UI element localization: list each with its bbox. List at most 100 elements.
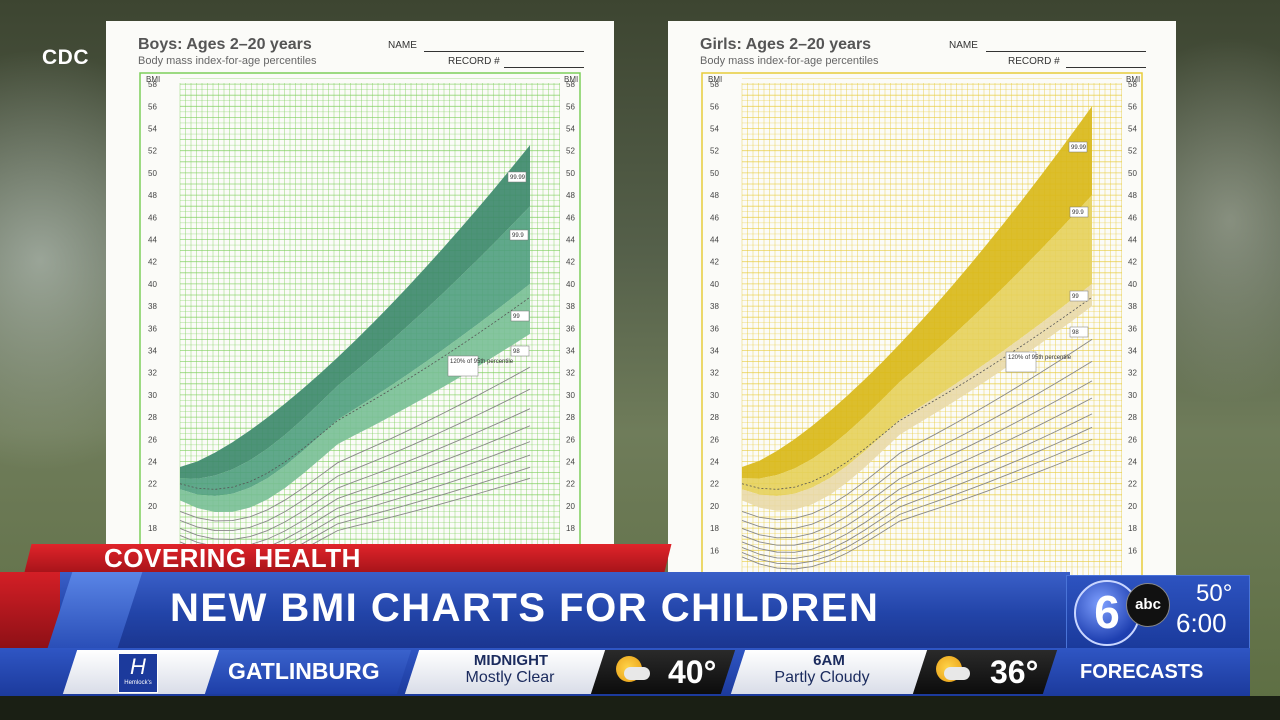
girls-percentile-line (741, 413, 1093, 553)
boys-chart-subtitle: Body mass index-for-age percentiles (138, 55, 317, 67)
girls-percentile-line (741, 397, 1093, 546)
forecast-1-condition: Mostly Clear (465, 669, 555, 686)
boys-tick-label-right: 38 (566, 302, 575, 311)
boys-tick-label-left: 18 (148, 524, 157, 533)
boys-tick-label-left: 26 (148, 435, 157, 444)
boys-tick-label-left: 30 (148, 391, 157, 400)
girls-tick-label-right: 44 (1128, 236, 1137, 245)
girls-tick-label-right: 32 (1128, 369, 1137, 378)
girls-tick-label-left: 42 (710, 258, 719, 267)
boys-tick-label-right: 26 (566, 435, 575, 444)
forecast-2-time: 6AM (813, 652, 845, 669)
forecast-2-condition: Partly Cloudy (774, 669, 870, 686)
girls-percentile-line (741, 380, 1093, 539)
boys-tick-label-left: 24 (148, 458, 157, 467)
boys-tick-label-right: 56 (566, 102, 575, 111)
boys-tick-label-left: 28 (148, 413, 157, 422)
headline-bar (60, 572, 1070, 648)
girls-tick-label-right: 36 (1128, 324, 1137, 333)
boys-tick-label-right: 58 (566, 80, 575, 89)
city-name: GATLINBURG (228, 658, 380, 684)
girls-chart-title: Girls: Ages 2–20 years (700, 36, 872, 53)
girls-chart-subtitle: Body mass index-for-age percentiles (700, 55, 879, 67)
source-credit: CDC (42, 46, 89, 69)
girls-tick-label-right: 34 (1128, 347, 1137, 356)
boys-percentile-label-box (510, 310, 530, 322)
girls-tick-label-right: 38 (1128, 302, 1137, 311)
girls-percentile-label-box (1069, 326, 1089, 338)
boys-percentile-label: 99 (513, 314, 520, 320)
girls-percentile-dashed-line (741, 296, 1093, 490)
girls-tick-label-left: 52 (710, 147, 719, 156)
boys-tick-label-right: 46 (566, 213, 575, 222)
boys-tick-label-left: 42 (148, 258, 157, 267)
boys-tick-label-left: 38 (148, 302, 157, 311)
boys-tick-label-right: 34 (566, 347, 575, 356)
boys-axis-label-right: BMI (564, 75, 578, 84)
boys-tick-label-left: 44 (148, 236, 157, 245)
girls-tick-label-left: 18 (710, 524, 719, 533)
girls-tick-label-left: 58 (710, 80, 719, 89)
girls-tick-label-right: 24 (1128, 458, 1137, 467)
girls-percentile-line (741, 360, 1093, 530)
girls-tick-label-right: 48 (1128, 191, 1137, 200)
girls-tick-label-right: 16 (1128, 546, 1137, 555)
boys-tick-label-left: 34 (148, 347, 157, 356)
boys-percentile-line (179, 366, 531, 522)
boys-tick-label-right: 28 (566, 413, 575, 422)
forecast-2-temp: 36° (990, 654, 1039, 690)
girls-tick-label-right: 58 (1128, 80, 1137, 89)
girls-percentile-label: 99 (1072, 294, 1079, 300)
girls-percentile-label: 98 (1072, 330, 1079, 336)
girls-tick-label-left: 48 (710, 191, 719, 200)
boys-percentile-label: 98 (513, 349, 520, 355)
girls-percentile-label: 120% of 95th percentile (1008, 355, 1072, 361)
girls-tick-label-right: 26 (1128, 435, 1137, 444)
girls-tick-label-left: 36 (710, 324, 719, 333)
girls-tick-label-left: 24 (710, 458, 719, 467)
girls-tick-label-left: 44 (710, 236, 719, 245)
headline-text: NEW BMI CHARTS FOR CHILDREN (170, 586, 880, 630)
boys-tick-label-right: 44 (566, 236, 575, 245)
girls-tick-label-right: 20 (1128, 502, 1137, 511)
girls-tick-label-right: 46 (1128, 213, 1137, 222)
girls-record-line (1066, 67, 1146, 68)
boys-record-label: RECORD # (448, 56, 500, 67)
boys-percentile-label-box (510, 345, 530, 357)
girls-tick-label-left: 28 (710, 413, 719, 422)
girls-tick-label-right: 54 (1128, 125, 1137, 134)
girls-tick-label-right: 50 (1128, 169, 1137, 178)
girls-percentile-label: 99.9 (1072, 210, 1084, 216)
forecast-1-time: MIDNIGHT (473, 652, 549, 669)
girls-bmi-chart-sheet: Girls: Ages 2–20 years Body mass index-f… (668, 21, 1176, 581)
girls-percentile-label-box (1069, 206, 1089, 218)
girls-axis-label-right: BMI (1126, 75, 1140, 84)
girls-tick-label-left: 22 (710, 480, 719, 489)
boys-percentile-label: 99.99 (510, 175, 526, 181)
boys-tick-label-left: 48 (148, 191, 157, 200)
boys-record-line (504, 67, 584, 68)
girls-percentile-label-box (1068, 141, 1088, 153)
girls-tick-label-left: 56 (710, 102, 719, 111)
bottom-letterbox (0, 696, 1280, 720)
girls-tick-label-left: 54 (710, 125, 719, 134)
cloud-icon (944, 667, 970, 680)
girls-percentile-line (741, 339, 1093, 521)
girls-tick-label-left: 38 (710, 302, 719, 311)
girls-tick-label-left: 40 (710, 280, 719, 289)
boys-tick-label-right: 48 (566, 191, 575, 200)
girls-tick-label-left: 30 (710, 391, 719, 400)
boys-tick-label-right: 50 (566, 169, 575, 178)
girls-tick-label-right: 42 (1128, 258, 1137, 267)
boys-tick-label-left: 46 (148, 213, 157, 222)
girls-record-label: RECORD # (1008, 56, 1060, 67)
boys-percentile-label: 99.9 (512, 233, 524, 239)
boys-tick-label-right: 24 (566, 458, 575, 467)
boys-tick-label-right: 22 (566, 480, 575, 489)
boys-axis-label-left: BMI (146, 75, 160, 84)
cloud-icon (624, 667, 650, 680)
boys-percentile-line (179, 408, 531, 540)
current-time: 6:00 (1176, 608, 1227, 638)
girls-tick-label-left: 34 (710, 347, 719, 356)
